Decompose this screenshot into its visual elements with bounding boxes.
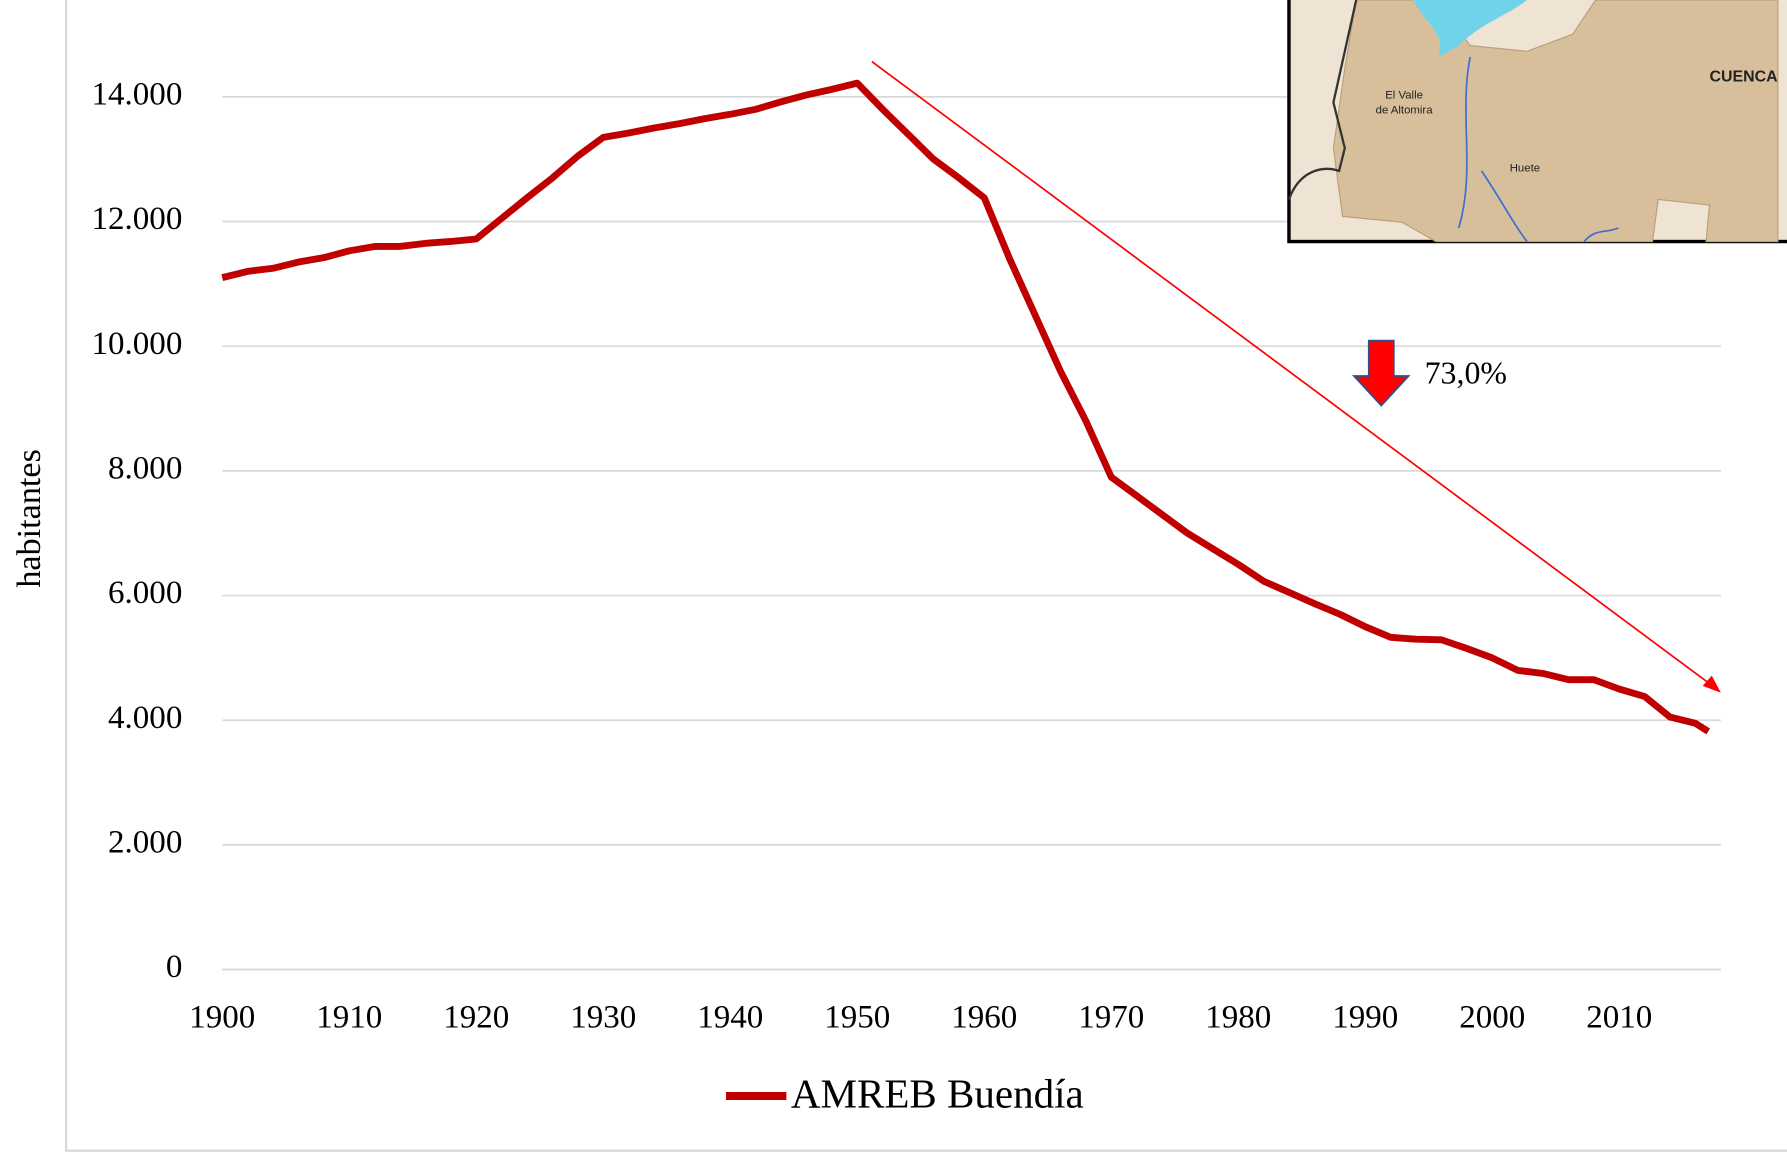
y-tick-label: 2.000: [108, 824, 182, 860]
annotation: 73,0%: [1425, 355, 1507, 390]
y-tick-label: 8.000: [108, 450, 182, 486]
map-region: [1332, 0, 1779, 243]
y-tick-label: 4.000: [108, 700, 182, 736]
map-label: Huete: [1510, 163, 1540, 175]
y-tick-label: 6.000: [108, 575, 182, 611]
grid: [222, 95, 1721, 971]
y-tick-label: 10.000: [91, 326, 182, 362]
map-reservoir: [1413, 0, 1528, 57]
map-label: El Valle: [1385, 90, 1423, 102]
trend-arrow-head: [1702, 675, 1721, 693]
legend-label: AMREB Buendía: [791, 1071, 1084, 1117]
x-tick-label: 1940: [697, 999, 763, 1035]
y-axis-label: habitantes: [11, 449, 48, 588]
map-river: [1457, 56, 1619, 243]
x-tick-label: 1990: [1332, 999, 1398, 1035]
series-line: [221, 79, 1711, 735]
y-tick-label: 0: [166, 949, 183, 985]
x-tick-label: 1920: [443, 999, 509, 1035]
map-border: [1287, 0, 1358, 200]
y-tick-label: 14.000: [91, 76, 182, 112]
x-tick-label: 2010: [1586, 999, 1652, 1035]
x-tick-label: 1930: [570, 999, 636, 1035]
plot: [221, 79, 1711, 735]
x-tick-label: 1910: [316, 999, 382, 1035]
inset-map: El Valle de Altomira Huete CUENCA: [1287, 0, 1787, 244]
down-arrow-icon: [1351, 339, 1411, 407]
map-label: de Altomira: [1376, 105, 1434, 117]
x-tick-label: 2000: [1459, 999, 1525, 1035]
x-tick-label: 1950: [824, 999, 890, 1035]
y-tick-label: 12.000: [91, 201, 182, 237]
x-tick-label: 1980: [1205, 999, 1271, 1035]
map-label: CUENCA: [1710, 69, 1779, 86]
x-tick-label: 1970: [1078, 999, 1144, 1035]
x-tick-label: 1900: [189, 999, 255, 1035]
x-tick-label: 1960: [951, 999, 1017, 1035]
trend-arrow: [871, 60, 1711, 685]
